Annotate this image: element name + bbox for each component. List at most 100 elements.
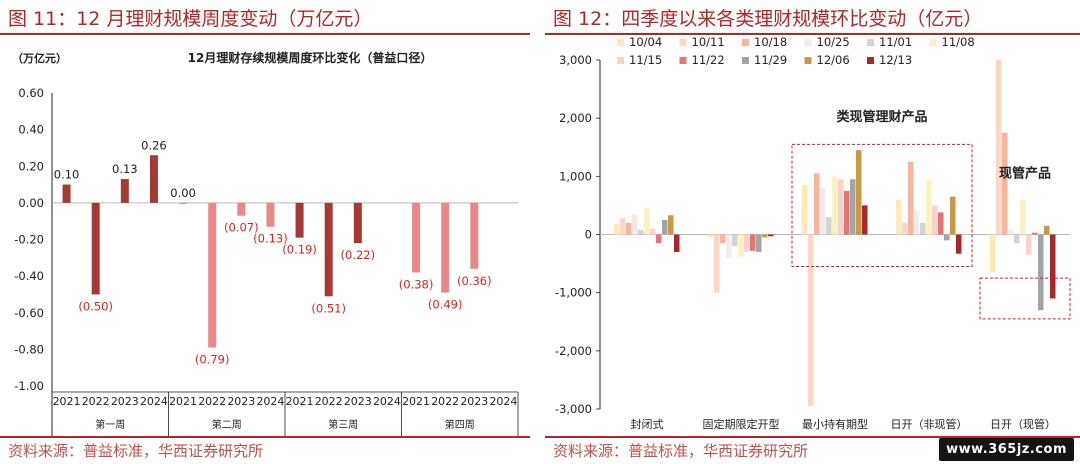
bar — [820, 187, 826, 235]
bar — [814, 173, 820, 235]
category-label: 封闭式 — [631, 417, 664, 431]
figure-12-panel: 图 12：四季度以来各类理财规模环比变动（亿元） 10/04 10/11 10/18… — [545, 0, 1080, 464]
bar — [91, 202, 100, 295]
bar — [1032, 232, 1038, 235]
legend-label: 12/13 — [879, 53, 912, 67]
category-label: 固定期限定开型 — [703, 417, 780, 431]
bar — [668, 215, 674, 235]
data-label: 0.26 — [141, 138, 167, 152]
data-label: (0.49) — [428, 298, 463, 312]
figure-11-source-rule — [0, 436, 530, 438]
year-tick-label: 2021 — [169, 395, 197, 408]
bar — [832, 176, 838, 235]
bar — [324, 202, 333, 297]
data-label: 0.10 — [54, 168, 80, 182]
year-tick-label: 2022 — [315, 395, 343, 408]
y-tick-label: 2,000 — [559, 111, 592, 125]
bar — [708, 234, 714, 238]
week-group-label: 第二周 — [212, 418, 242, 431]
bar — [412, 202, 421, 273]
y-tick-label: -0.20 — [14, 233, 44, 247]
year-tick-label: 2022 — [82, 395, 110, 408]
bar — [950, 196, 956, 235]
legend-label: 11/15 — [629, 53, 662, 67]
bar — [914, 211, 920, 235]
bar — [1008, 229, 1014, 235]
chart-title: 12月理财存续规模周度环比变化（普益口径） — [188, 50, 433, 65]
figure-11-title: 图 11：12 月理财规模周度变动（万亿元） — [8, 8, 373, 30]
bar — [838, 179, 844, 235]
bar — [826, 217, 832, 235]
figure-12-source: 资料来源：普益标准，华西证券研究所 — [553, 442, 809, 460]
year-tick-label: 2022 — [431, 395, 459, 408]
data-label: (0.22) — [341, 248, 376, 262]
bar — [808, 234, 814, 407]
legend-swatch — [804, 39, 812, 46]
bar — [1014, 234, 1020, 244]
y-tick-label: 3,000 — [559, 53, 592, 67]
bar — [996, 60, 1002, 235]
bar — [850, 179, 856, 235]
legend-swatch — [742, 57, 749, 64]
year-tick-label: 2023 — [344, 395, 372, 408]
year-tick-label: 2023 — [111, 395, 139, 408]
y-tick-label: -0.60 — [14, 306, 44, 320]
bar — [644, 208, 650, 235]
y-tick-label: -2,000 — [555, 344, 592, 358]
bar — [802, 185, 808, 235]
bar — [353, 202, 362, 244]
year-tick-label: 2024 — [140, 395, 168, 408]
legend-swatch — [867, 39, 874, 46]
category-label: 最小持有期型 — [802, 417, 868, 431]
bar — [1050, 234, 1056, 299]
bar — [295, 202, 304, 238]
week-group-label: 第一周 — [95, 418, 125, 431]
bar — [441, 202, 450, 293]
data-label: (0.51) — [311, 301, 346, 315]
bar — [614, 224, 620, 235]
data-label: 0.13 — [112, 162, 138, 176]
category-label: 日开（现管） — [990, 417, 1056, 431]
bar — [674, 234, 680, 252]
year-tick-label: 2021 — [53, 395, 81, 408]
bar — [920, 222, 926, 235]
bar — [896, 199, 902, 235]
data-label: (0.36) — [457, 274, 492, 288]
legend-swatch — [679, 39, 687, 46]
bar — [626, 222, 632, 235]
bar — [756, 234, 762, 252]
y-tick-label: -1.00 — [14, 379, 44, 393]
bar — [932, 205, 938, 235]
y-tick-label: -3,000 — [555, 402, 592, 416]
figure-12-title-rule — [545, 33, 1080, 35]
y-tick-label: 0.60 — [18, 86, 44, 100]
bar — [120, 179, 129, 203]
bar — [662, 219, 668, 235]
bar — [62, 184, 71, 203]
bar — [744, 234, 750, 252]
legend-swatch — [617, 39, 624, 46]
figure-12-title: 图 12：四季度以来各类理财规模环比变动（亿元） — [553, 8, 983, 30]
figure-11-title-rule — [0, 33, 530, 35]
y-tick-label: -0.40 — [14, 269, 44, 283]
year-tick-label: 2022 — [198, 395, 226, 408]
y-tick-label: -0.80 — [14, 342, 44, 356]
data-label: (0.19) — [282, 243, 317, 257]
bar — [1044, 225, 1050, 235]
bar — [650, 228, 656, 235]
bar — [237, 202, 246, 216]
bar — [1026, 234, 1032, 255]
legend-swatch — [929, 39, 937, 46]
bar — [149, 155, 158, 203]
legend-label: 10/18 — [754, 35, 787, 49]
bar — [750, 234, 756, 251]
bar — [938, 212, 944, 235]
bar — [638, 229, 644, 235]
legend-swatch — [742, 39, 749, 46]
bar — [620, 218, 626, 235]
annotation-label: 现管产品 — [999, 165, 1051, 181]
y-tick-label: -1,000 — [555, 286, 592, 300]
legend-label: 11/29 — [754, 53, 787, 67]
bar — [926, 179, 932, 235]
bar — [944, 234, 950, 241]
